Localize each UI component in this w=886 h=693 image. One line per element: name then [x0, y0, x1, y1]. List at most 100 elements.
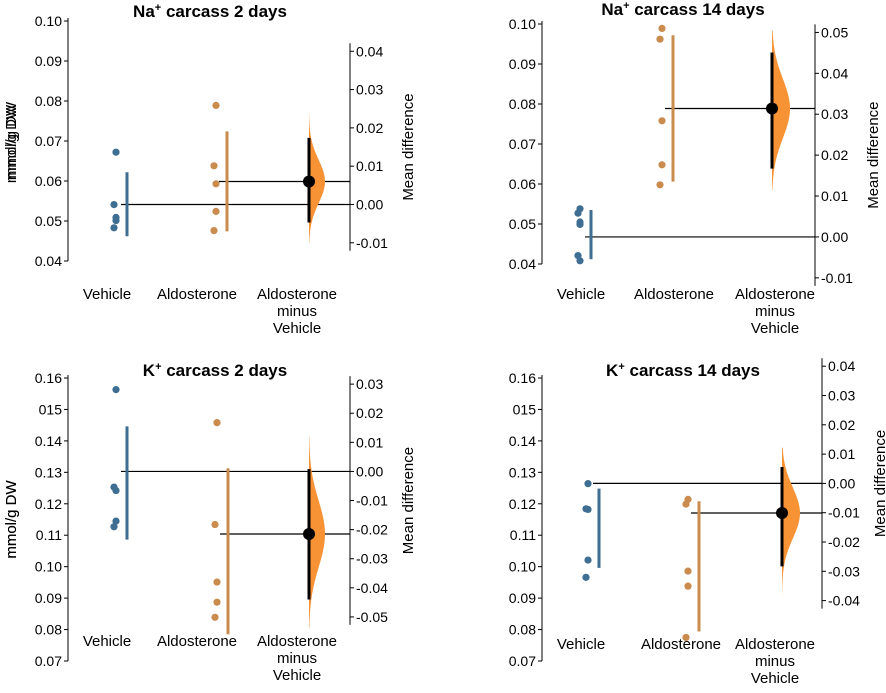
diff-tick-label: 0.04 — [828, 358, 855, 374]
vehicle-data-point — [576, 220, 584, 228]
vehicle-data-point — [584, 556, 592, 564]
y-tick-label: 0.10 — [509, 559, 536, 575]
chart-title: Na+ carcass 14 days — [601, 0, 764, 19]
y-tick-label: 0.11 — [36, 527, 62, 543]
category-label-aldosterone: Aldosterone — [641, 636, 721, 653]
aldosterone-data-point — [213, 578, 221, 586]
y-tick-label: 0.06 — [35, 173, 62, 189]
category-label-vehicle: Vehicle — [557, 636, 605, 653]
bootstrap-distribution — [782, 447, 800, 596]
y-tick-label: 0.07 — [35, 133, 62, 149]
category-label-difference: Vehicle — [273, 320, 321, 337]
diff-mean-point — [766, 102, 778, 115]
diff-tick-label: 0.01 — [356, 158, 383, 174]
diff-tick-label: -0.02 — [828, 534, 860, 550]
vehicle-data-point — [584, 480, 592, 488]
diff-tick-label: 0.00 — [821, 229, 848, 245]
y-tick-label: 0.04 — [509, 256, 536, 272]
vehicle-data-point — [112, 217, 120, 225]
vehicle-data-point — [584, 505, 592, 514]
y-tick-label: 0.04 — [35, 253, 62, 269]
aldosterone-data-point — [682, 500, 690, 508]
y-tick-label: 0.08 — [35, 93, 62, 109]
category-label-difference: Aldosterone — [257, 633, 337, 650]
diff-tick-label: 0.02 — [356, 120, 383, 136]
category-label-difference: minus — [277, 303, 317, 320]
chart-title: Na+ carcass 2 days — [133, 2, 287, 21]
y-tick-label: 0.09 — [35, 590, 62, 606]
diff-tick-label: -0.04 — [356, 580, 388, 596]
diff-mean-point — [303, 175, 315, 188]
diff-tick-label: -0.04 — [828, 593, 860, 609]
category-label-difference: Aldosterone — [735, 286, 815, 303]
aldosterone-data-point — [682, 633, 690, 642]
bootstrap-distribution — [309, 112, 325, 243]
diff-axis-label: Mean difference — [872, 430, 886, 537]
y-axis-label: mmol/g DW — [3, 104, 20, 183]
category-label-difference: Vehicle — [273, 667, 321, 684]
diff-axis-label: Mean difference — [865, 101, 882, 208]
y-tick-label: 0.07 — [509, 136, 536, 152]
aldosterone-data-point — [210, 162, 218, 170]
aldosterone-data-point — [211, 613, 219, 621]
diff-tick-label: -0.01 — [828, 505, 860, 521]
vehicle-data-point — [110, 201, 118, 209]
vehicle-data-point — [112, 148, 120, 156]
diff-tick-label: 0.01 — [356, 434, 383, 450]
vehicle-data-point — [112, 486, 120, 495]
diff-tick-label: -0.03 — [356, 551, 388, 567]
aldosterone-data-point — [212, 180, 220, 188]
y-tick-label: 0.08 — [35, 622, 62, 638]
diff-tick-label: 0.04 — [356, 43, 383, 59]
diff-tick-label: -0.05 — [356, 609, 388, 625]
y-tick-label: 015 — [513, 401, 537, 417]
category-label-difference: Vehicle — [751, 670, 799, 687]
diff-tick-label: 0.03 — [821, 106, 848, 122]
aldosterone-data-point — [213, 419, 221, 427]
vehicle-data-point — [574, 209, 582, 217]
bootstrap-distribution — [309, 436, 325, 629]
diff-tick-label: 0.02 — [821, 147, 848, 163]
diff-tick-label: -0.02 — [356, 522, 388, 538]
y-axis-label: mmol/g DW — [3, 101, 20, 180]
aldosterone-data-point — [212, 101, 220, 109]
y-tick-label: 0.07 — [35, 653, 62, 669]
category-label-difference: Aldosterone — [257, 286, 337, 303]
y-tick-label: 0.13 — [35, 464, 62, 480]
y-tick-label: 0.07 — [509, 653, 536, 669]
y-tick-label: 0.16 — [509, 370, 536, 386]
y-tick-label: 0.16 — [35, 370, 62, 386]
diff-tick-label: 0.03 — [356, 82, 383, 98]
diff-tick-label: 0.04 — [821, 65, 848, 81]
aldosterone-data-point — [656, 181, 664, 189]
category-label-aldosterone: Aldosterone — [634, 286, 714, 303]
y-axis-label: mmol/g DW — [3, 479, 20, 558]
vehicle-data-point — [110, 224, 118, 232]
category-label-difference: Vehicle — [751, 320, 799, 337]
category-label-difference: minus — [755, 303, 795, 320]
chart-title: K+ carcass 2 days — [143, 361, 287, 380]
diff-tick-label: -0.03 — [828, 563, 860, 579]
diff-tick-label: 0.01 — [828, 446, 855, 462]
diff-tick-label: 0.05 — [821, 24, 848, 40]
y-tick-label: 015 — [39, 401, 63, 417]
category-label-difference: Aldosterone — [735, 636, 815, 653]
vehicle-data-point — [112, 386, 120, 394]
diff-tick-label: 0.00 — [828, 475, 855, 491]
y-tick-label: 0.14 — [509, 433, 536, 449]
chart-panel-4: K+ carcass 14 days 0.07 0.08 0.09 0.10 0.11 0.… — [3, 358, 886, 687]
y-tick-label: 0.10 — [35, 13, 62, 29]
category-label-vehicle: Vehicle — [83, 286, 131, 303]
diff-tick-label: 0.00 — [356, 463, 383, 479]
aldosterone-data-point — [213, 598, 221, 606]
diff-mean-point — [303, 528, 315, 540]
vehicle-data-point — [110, 523, 118, 531]
diff-tick-label: 0.03 — [828, 388, 855, 404]
diff-tick-label: -0.01 — [356, 493, 388, 509]
aldosterone-data-point — [684, 567, 692, 575]
y-tick-label: 0.12 — [35, 496, 62, 512]
aldosterone-data-point — [658, 161, 666, 169]
y-tick-label: 0.14 — [35, 433, 62, 449]
y-tick-label: 0.09 — [509, 56, 536, 72]
